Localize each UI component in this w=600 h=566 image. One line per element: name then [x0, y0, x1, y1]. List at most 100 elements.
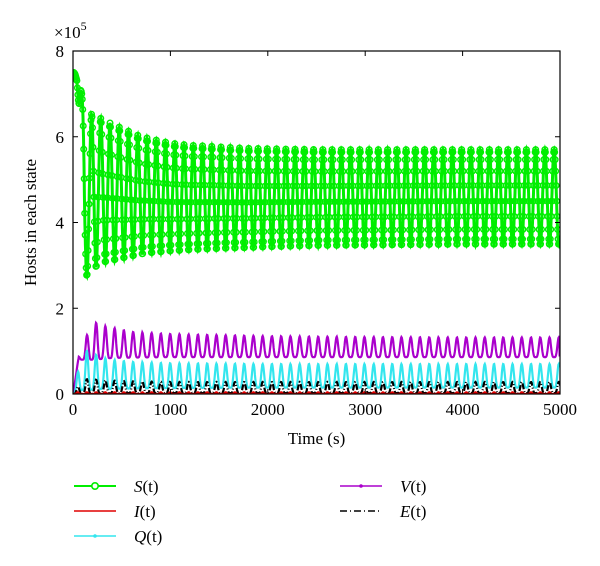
- series-s-marker: [520, 182, 528, 190]
- series-s-marker: [480, 225, 488, 233]
- series-s-marker: [214, 229, 222, 237]
- series-s-marker: [382, 182, 390, 190]
- series-s-marker: [266, 214, 274, 222]
- series-s-marker: [169, 164, 177, 172]
- series-s-marker: [310, 148, 318, 156]
- series-s-marker: [387, 226, 395, 234]
- series-s-marker: [373, 167, 381, 175]
- series-s-marker: [229, 214, 237, 222]
- series-s-marker: [216, 166, 224, 174]
- series-s-marker: [219, 166, 227, 174]
- series-s-marker: [313, 227, 321, 235]
- series-s-marker: [93, 238, 101, 246]
- series-s-marker: [538, 197, 546, 205]
- series-s-marker: [437, 182, 445, 190]
- series-s-marker: [141, 178, 149, 186]
- series-s-marker: [552, 182, 560, 190]
- series-s-marker: [116, 137, 124, 145]
- series-s-marker: [475, 167, 483, 175]
- series-s-marker: [250, 238, 258, 246]
- series-s-marker: [413, 167, 421, 175]
- series-s-marker: [113, 173, 121, 181]
- series-s-marker: [137, 215, 145, 223]
- series-s-marker: [409, 182, 417, 190]
- series-s-marker: [482, 225, 490, 233]
- series-s-marker: [114, 153, 122, 161]
- series-s-marker: [121, 247, 129, 255]
- series-s-marker: [435, 235, 443, 243]
- series-s-marker: [422, 167, 430, 175]
- series-s-marker: [543, 197, 551, 205]
- series-s-marker: [283, 167, 291, 175]
- series-s-marker: [419, 167, 427, 175]
- series-s-marker: [132, 158, 140, 166]
- series-s-marker: [370, 236, 378, 244]
- series-s-marker: [371, 226, 379, 234]
- series-s-marker: [387, 213, 395, 221]
- series-s-marker: [488, 212, 496, 220]
- series-s-marker: [256, 198, 264, 206]
- series-path: [73, 349, 560, 394]
- series-s-marker: [442, 212, 450, 220]
- series-s-marker: [547, 225, 555, 233]
- series-s-marker: [524, 167, 532, 175]
- series-s-marker: [169, 180, 177, 188]
- series-s-marker: [404, 167, 412, 175]
- series-s-marker: [81, 209, 89, 217]
- series-s-marker: [153, 139, 161, 147]
- series-s-marker: [154, 162, 162, 170]
- series-s-marker: [436, 226, 444, 234]
- series-s-marker: [496, 156, 504, 164]
- series-s-marker: [500, 225, 508, 233]
- legend-item-q: Q(t): [74, 527, 162, 546]
- series-s-marker: [267, 227, 275, 235]
- y-tick-label: 6: [56, 128, 65, 147]
- series-s-marker: [345, 167, 353, 175]
- series-s-marker: [103, 236, 111, 244]
- series-s-marker: [412, 156, 420, 164]
- series-s-marker: [173, 198, 181, 206]
- series-s-marker: [377, 198, 385, 206]
- series-s-marker: [176, 241, 184, 249]
- series-s-marker: [206, 181, 214, 189]
- series-s-marker: [139, 243, 147, 251]
- series-s-marker: [459, 167, 467, 175]
- series-s-marker: [498, 212, 506, 220]
- series-s-marker: [452, 225, 460, 233]
- series-s-marker: [100, 236, 108, 244]
- series-s-marker: [108, 194, 116, 202]
- series-s-marker: [287, 237, 295, 245]
- series-s-marker: [88, 124, 96, 132]
- series-s-marker: [335, 182, 343, 190]
- legend-item-e: E(t): [340, 502, 426, 521]
- series-s-marker: [399, 226, 407, 234]
- series-s-marker: [474, 182, 482, 190]
- series-s-marker: [405, 197, 413, 205]
- series-s-marker: [238, 198, 246, 206]
- series-s-marker: [164, 198, 172, 206]
- series-s-marker: [213, 239, 221, 247]
- series-s-marker: [233, 198, 241, 206]
- series-s-marker: [171, 140, 179, 148]
- series-s-marker: [222, 239, 230, 247]
- series-s-marker: [125, 127, 133, 135]
- series-s-marker: [511, 182, 519, 190]
- series-s-marker: [121, 233, 129, 241]
- series-s-marker: [456, 167, 464, 175]
- series-s-marker: [394, 156, 402, 164]
- series-s-marker: [431, 156, 439, 164]
- series-s-marker: [444, 235, 452, 243]
- series-s-marker: [143, 134, 151, 142]
- series-s-marker: [438, 167, 446, 175]
- series-s-marker: [280, 182, 288, 190]
- series-s-marker: [300, 145, 308, 153]
- series-s-marker: [188, 165, 196, 173]
- series-s-marker: [417, 226, 425, 234]
- series-s-marker: [149, 231, 157, 239]
- series-s-marker: [86, 174, 94, 182]
- series-s-marker: [470, 212, 478, 220]
- series-s-marker: [368, 213, 376, 221]
- series-s-marker: [135, 144, 143, 152]
- series-s-marker: [246, 155, 254, 163]
- series-s-marker: [73, 76, 81, 84]
